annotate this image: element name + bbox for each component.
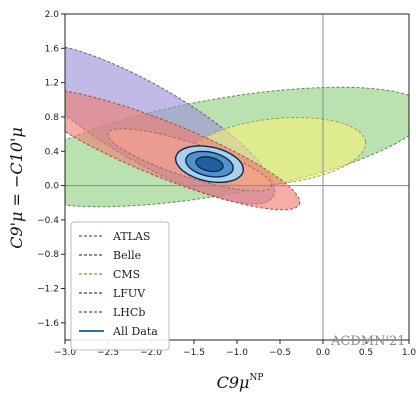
legend-label: Belle — [113, 249, 141, 262]
x-tick-label: 0.5 — [359, 348, 373, 358]
x-tick-label: −0.5 — [269, 348, 291, 358]
y-tick-label: 1.2 — [45, 79, 59, 89]
y-tick-label: −1.6 — [37, 319, 59, 329]
y-tick-label: −0.8 — [37, 250, 59, 260]
x-tick-label: 1.0 — [402, 348, 416, 358]
x-tick-label: −1.0 — [226, 348, 248, 358]
y-axis: 2.0 1.6 1.2 0.8 0.4 0.0 −0.4 −0.8 −1.2 −1.6 — [37, 10, 65, 329]
y-tick-label: −1.2 — [37, 285, 59, 295]
x-axis-label-main: C9μ — [217, 373, 250, 392]
x-tick-label: −2.0 — [140, 348, 162, 358]
legend-box — [70, 221, 170, 351]
x-tick-label: 0.0 — [316, 348, 331, 358]
x-axis-label-sup: NP — [249, 373, 263, 383]
contour-all-data-level-3 — [195, 156, 224, 173]
legend-label: ATLAS — [112, 230, 150, 243]
legend-label: LHCb — [113, 306, 145, 319]
x-tick-label: −3.0 — [54, 348, 76, 358]
x-axis: −3.0 −2.5 −2.0 −1.5 −1.0 −0.5 0.0 0.5 1.0 — [54, 340, 416, 358]
legend: ATLAS Belle CMS LFUV LHCb All Data — [70, 221, 170, 351]
y-tick-label: −0.4 — [37, 216, 59, 226]
x-tick-label: −1.5 — [183, 348, 205, 358]
legend-label: All Data — [112, 325, 158, 338]
y-tick-label: 0.8 — [45, 113, 60, 123]
legend-label: CMS — [113, 268, 140, 281]
y-tick-label: 2.0 — [45, 10, 60, 20]
y-axis-label: C9'μ = −C10'μ — [7, 127, 26, 249]
y-tick-label: 0.0 — [45, 182, 60, 192]
reference-lines — [65, 14, 409, 340]
x-axis-label: C9μNP — [217, 373, 264, 392]
y-tick-label: 0.4 — [45, 147, 60, 157]
x-tick-label: −2.5 — [97, 348, 119, 358]
legend-label: LFUV — [113, 287, 146, 300]
y-tick-label: 1.6 — [45, 44, 60, 54]
corner-annotation: ACDMN'21 — [330, 334, 406, 349]
